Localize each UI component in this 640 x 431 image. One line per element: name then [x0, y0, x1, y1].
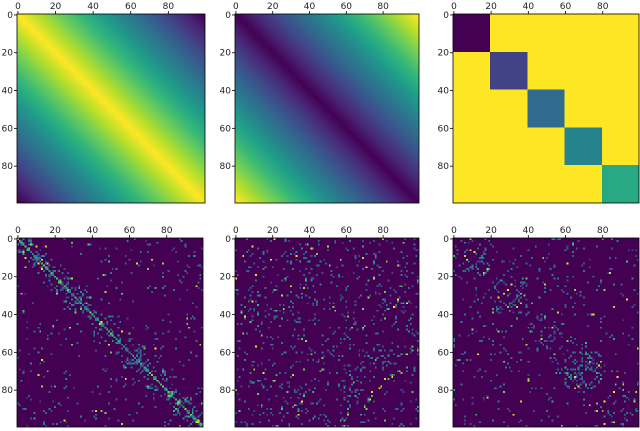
axes-frame — [16, 237, 204, 428]
y-tick-label: 80 — [2, 162, 14, 172]
y-tick-label: 40 — [220, 87, 232, 97]
heatmap-panel-bottom-left: 0 20 40 60 80 0 20 40 60 80 — [2, 226, 204, 428]
x-tick-label: 80 — [377, 2, 389, 12]
y-tick-label: 0 — [225, 235, 231, 245]
y-tick-label: 80 — [438, 162, 450, 172]
axes-frame — [452, 237, 640, 428]
y-tick-label: 0 — [7, 11, 13, 21]
x-tick-label: 40 — [87, 226, 99, 236]
y-tick-label: 60 — [2, 124, 14, 134]
y-tick-label: 0 — [7, 235, 13, 245]
x-tick-label: 0 — [233, 226, 239, 236]
y-tick-label: 80 — [220, 162, 232, 172]
y-tick-label: 60 — [438, 348, 450, 358]
x-tick-label: 20 — [49, 226, 61, 236]
heatmap-panel-top-right: 0 20 40 60 80 0 20 40 60 80 — [438, 2, 640, 204]
x-tick-label: 40 — [523, 2, 535, 12]
x-tick-label: 0 — [15, 2, 21, 12]
y-tick-label: 80 — [220, 386, 232, 396]
x-tick-label: 80 — [597, 2, 609, 12]
x-tick-label: 20 — [267, 2, 279, 12]
y-tick-label: 40 — [2, 311, 14, 321]
x-tick-label: 80 — [377, 226, 389, 236]
heatmap-cells — [17, 14, 205, 203]
y-tick-label: 0 — [225, 11, 231, 21]
x-tick-label: 40 — [523, 226, 535, 236]
y-tick-label: 20 — [220, 49, 232, 59]
y-tick-label: 40 — [438, 311, 450, 321]
heatmap-panel-bottom-right: 0 20 40 60 80 0 20 40 60 80 — [438, 226, 640, 428]
heatmap-panel-top-middle: 0 20 40 60 80 0 20 40 60 80 — [220, 2, 420, 204]
axes-frame — [234, 237, 420, 428]
y-tick-label: 60 — [2, 348, 14, 358]
y-tick-label: 40 — [220, 311, 232, 321]
axes-frame — [16, 13, 206, 204]
heatmap-panel-top-left: 0 20 40 60 80 0 20 40 60 80 — [2, 2, 206, 204]
y-tick-label: 0 — [443, 235, 449, 245]
y-tick-label: 40 — [2, 87, 14, 97]
heatmap-cells — [17, 238, 203, 427]
heatmap-cells — [235, 14, 419, 203]
x-tick-label: 80 — [597, 226, 609, 236]
y-tick-label: 60 — [220, 124, 232, 134]
x-tick-label: 60 — [560, 2, 572, 12]
heatmap-cells — [235, 238, 419, 427]
heatmap-cells — [453, 238, 639, 427]
y-tick-label: 40 — [438, 87, 450, 97]
y-tick-label: 20 — [438, 273, 450, 283]
x-tick-label: 80 — [161, 226, 173, 236]
x-tick-label: 40 — [304, 2, 316, 12]
x-tick-label: 20 — [485, 226, 497, 236]
x-tick-label: 20 — [267, 226, 279, 236]
x-tick-label: 60 — [125, 2, 137, 12]
y-tick-label: 60 — [220, 348, 232, 358]
axes-frame — [234, 13, 420, 204]
x-tick-label: 0 — [451, 2, 457, 12]
x-tick-label: 40 — [304, 226, 316, 236]
x-tick-label: 60 — [341, 226, 353, 236]
x-tick-label: 60 — [341, 2, 353, 12]
y-tick-label: 20 — [438, 49, 450, 59]
y-tick-label: 80 — [2, 386, 14, 396]
x-tick-label: 60 — [560, 226, 572, 236]
axes-frame — [452, 13, 640, 204]
x-tick-label: 80 — [163, 2, 175, 12]
y-tick-label: 60 — [438, 124, 450, 134]
x-tick-label: 20 — [50, 2, 62, 12]
x-tick-label: 20 — [485, 2, 497, 12]
y-tick-label: 80 — [438, 386, 450, 396]
heatmap-panel-bottom-middle: 0 20 40 60 80 0 20 40 60 80 — [220, 226, 420, 428]
y-tick-label: 20 — [2, 49, 14, 59]
x-tick-label: 0 — [451, 226, 457, 236]
x-tick-label: 0 — [15, 226, 21, 236]
y-tick-label: 20 — [2, 273, 14, 283]
y-tick-label: 20 — [220, 273, 232, 283]
x-tick-label: 60 — [124, 226, 136, 236]
x-tick-label: 40 — [87, 2, 99, 12]
x-tick-label: 0 — [233, 2, 239, 12]
y-tick-label: 0 — [443, 11, 449, 21]
heatmap-cells — [453, 14, 639, 203]
